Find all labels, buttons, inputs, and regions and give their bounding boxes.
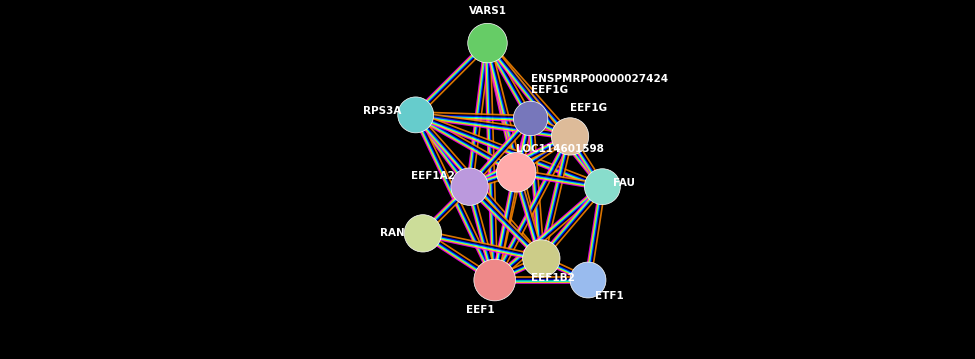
Circle shape (523, 240, 560, 277)
Text: EEF1G: EEF1G (570, 103, 607, 113)
Circle shape (514, 101, 548, 136)
Circle shape (496, 153, 536, 192)
Circle shape (405, 215, 442, 252)
Text: ENSPMRP00000027424
EEF1G: ENSPMRP00000027424 EEF1G (530, 74, 668, 95)
Text: ETF1: ETF1 (595, 291, 624, 301)
Text: EEF1A2: EEF1A2 (411, 171, 455, 181)
Circle shape (450, 168, 488, 205)
Circle shape (474, 259, 516, 301)
Circle shape (398, 97, 434, 133)
Text: EEF1B2: EEF1B2 (530, 273, 574, 283)
Text: LOC114601598: LOC114601598 (516, 144, 604, 154)
Text: EEF1: EEF1 (466, 305, 494, 315)
Circle shape (468, 23, 507, 63)
Text: FAU: FAU (613, 178, 635, 188)
Text: VARS1: VARS1 (469, 6, 506, 16)
Circle shape (584, 169, 620, 205)
Text: RAN: RAN (380, 228, 405, 238)
Circle shape (570, 262, 606, 298)
Text: RPS3A: RPS3A (363, 106, 402, 116)
Circle shape (552, 118, 589, 155)
